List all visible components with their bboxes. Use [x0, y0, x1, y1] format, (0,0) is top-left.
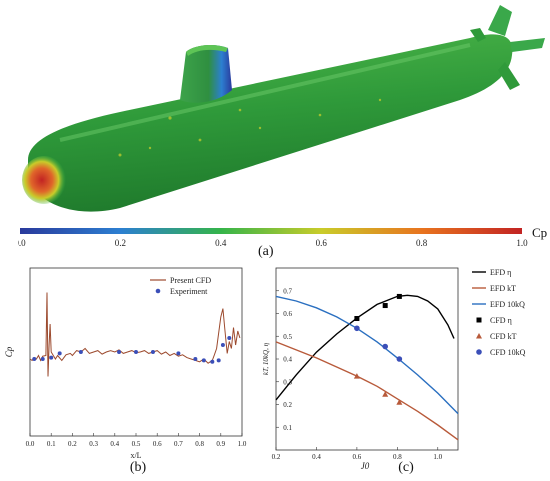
x-tick-label: 0.6	[153, 440, 162, 448]
y-tick-label: 0.3	[283, 378, 292, 386]
x-tick-label: 0.4	[110, 440, 119, 448]
experiment-point	[117, 350, 122, 354]
hull-speckles	[118, 98, 382, 157]
panel-label-c: (c)	[398, 460, 414, 475]
experiment-point	[220, 343, 225, 347]
panel-label-a: (a)	[258, 244, 274, 259]
legend-label-cfd-10kq: CFD 10kQ	[490, 348, 526, 357]
submarine-hull	[28, 34, 513, 212]
experiment-point	[49, 355, 54, 360]
colorbar-tick-label: 0.4	[215, 238, 227, 248]
cp-distribution-chart: 0.0 0.1 0.2 0.3 0.4 0.5 0.6 0.7 0.8 0.9 1.0 x/L Cp Pr…	[0, 258, 262, 476]
colorbar-tick-label: 0.2	[115, 238, 126, 248]
x-tick-label: 0.7	[174, 440, 183, 448]
experiment-point	[210, 359, 215, 364]
x-tick-label: 1.0	[238, 440, 247, 448]
series-line-efd-10kq	[275, 295, 459, 415]
x-tick-label: 0.2	[68, 440, 77, 448]
x-tick-label: 0.8	[195, 440, 204, 448]
x-tick-label: 0.8	[393, 453, 402, 461]
legend-swatch-cfd-	[476, 317, 482, 323]
colorbar-label: Cp	[532, 226, 547, 240]
experiment-point	[150, 350, 155, 354]
x-axis-label: x/L	[130, 451, 141, 460]
experiment-point	[134, 350, 138, 354]
experiment-point	[57, 351, 62, 356]
series-line-efd-kt	[275, 341, 459, 441]
y-tick-label: 0.1	[283, 424, 292, 432]
experiment-point	[40, 357, 45, 361]
x-tick-label: 0.4	[312, 453, 321, 461]
series-line-present-cfd	[29, 292, 241, 377]
y-tick-label: 0.6	[283, 310, 292, 318]
experiment-point	[193, 357, 198, 361]
colorbar-tick-label: 0.6	[316, 238, 328, 248]
colorbar-tick-label: 0.0	[18, 238, 26, 248]
colorbar-gradient	[20, 228, 522, 234]
experiment-point	[176, 351, 181, 356]
point-cfd-	[354, 316, 360, 322]
point-cfd-kt	[353, 373, 360, 379]
bow-stagnation-region	[22, 156, 66, 204]
y-tick-label: 0.5	[283, 333, 292, 341]
y-axis-label: Cp	[4, 346, 14, 357]
propeller-performance-chart: 0.2 0.4 0.6 0.8 1.0 0.1 0.2 0.3 0.4 0.5 0.6 0.7 J0 kT…	[262, 258, 550, 476]
point-cfd-10kq	[382, 343, 388, 350]
legend-swatch-experiment	[155, 288, 161, 294]
colorbar: 0.0 0.2 0.4 0.6 0.8 1.0 Cp	[14, 225, 550, 250]
y-axis-label: kT, 10kQ, η	[262, 342, 270, 375]
experiment-point	[32, 357, 37, 361]
point-cfd-kt	[396, 399, 403, 405]
experiment-point	[227, 336, 232, 340]
x-tick-label: 0.0	[26, 440, 35, 448]
submarine-pressure-render	[22, 5, 545, 212]
x-tick-label: 0.1	[47, 440, 56, 448]
legend-label-efd-10kq: EFD 10kQ	[490, 300, 525, 309]
plot-frame	[275, 267, 459, 451]
legend-label-cfd-: CFD η	[490, 316, 512, 325]
panel-label-b: (b)	[130, 460, 147, 475]
x-tick-label: 0.9	[216, 440, 225, 448]
stern-fins	[470, 5, 545, 90]
experiment-point	[216, 358, 221, 363]
y-tick-label: 0.7	[283, 287, 292, 295]
x-tick-label: 0.2	[272, 453, 281, 461]
legend-label-present-cfd: Present CFD	[170, 276, 211, 285]
point-cfd-10kq	[354, 325, 360, 332]
x-tick-label: 0.6	[353, 453, 362, 461]
legend-swatch-cfd-10kq	[476, 349, 482, 355]
x-tick-label: 1.0	[433, 453, 442, 461]
sail-fin	[180, 45, 232, 103]
x-axis-label: J0	[361, 461, 370, 471]
legend-label-efd-kt: EFD kT	[490, 284, 516, 293]
y-tick-label: 0.4	[283, 356, 292, 364]
legend-swatch-cfd-kt	[476, 333, 482, 339]
legend-label-cfd-kt: CFD kT	[490, 332, 517, 341]
x-tick-label: 0.3	[89, 440, 98, 448]
point-cfd-	[382, 303, 388, 309]
experiment-point	[78, 350, 83, 354]
point-cfd-	[396, 293, 402, 299]
x-tick-label: 0.5	[132, 440, 141, 448]
experiment-point	[201, 358, 206, 363]
point-cfd-kt	[382, 391, 389, 397]
colorbar-tick-label: 0.8	[416, 238, 428, 248]
point-cfd-10kq	[396, 356, 403, 362]
legend-label-experiment: Experiment	[170, 287, 208, 296]
y-tick-label: 0.2	[283, 401, 292, 409]
colorbar-tick-label: 1.0	[516, 238, 528, 248]
legend-label-efd-: EFD η	[490, 268, 511, 277]
